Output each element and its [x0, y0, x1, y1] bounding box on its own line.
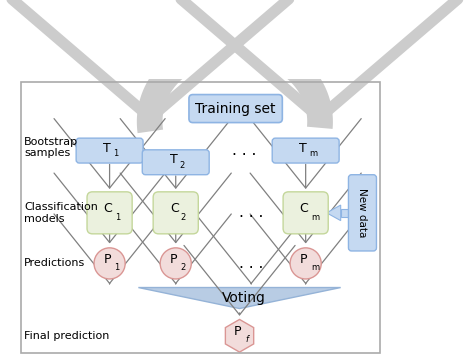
Polygon shape — [138, 288, 340, 309]
Text: C: C — [104, 203, 113, 215]
Bar — [340, 209, 350, 217]
Text: Final prediction: Final prediction — [24, 331, 109, 341]
Polygon shape — [226, 319, 254, 352]
Text: m: m — [310, 149, 318, 158]
Text: 1: 1 — [115, 213, 120, 222]
Polygon shape — [327, 205, 340, 221]
Circle shape — [290, 248, 321, 279]
Text: . . .: . . . — [232, 143, 257, 158]
Text: Predictions: Predictions — [24, 258, 85, 268]
Text: 1: 1 — [114, 263, 119, 272]
Text: P: P — [234, 325, 241, 339]
Text: m: m — [311, 263, 319, 272]
Text: 2: 2 — [180, 263, 185, 272]
Text: C: C — [170, 203, 179, 215]
Text: T: T — [169, 153, 177, 166]
FancyBboxPatch shape — [142, 150, 209, 175]
FancyBboxPatch shape — [272, 138, 339, 163]
FancyBboxPatch shape — [76, 138, 143, 163]
FancyBboxPatch shape — [348, 175, 377, 251]
Text: m: m — [311, 213, 319, 222]
Text: Training set: Training set — [196, 101, 276, 116]
Text: f: f — [245, 335, 248, 344]
FancyBboxPatch shape — [153, 192, 198, 234]
FancyBboxPatch shape — [283, 192, 328, 234]
Text: T: T — [299, 142, 307, 155]
FancyBboxPatch shape — [87, 192, 132, 234]
Text: . . .: . . . — [239, 256, 264, 271]
Text: C: C — [300, 203, 309, 215]
Polygon shape — [259, 41, 333, 129]
Text: . . .: . . . — [239, 205, 264, 220]
Text: P: P — [300, 253, 307, 266]
Polygon shape — [137, 41, 209, 133]
Text: P: P — [170, 253, 177, 266]
Text: Voting: Voting — [221, 292, 265, 305]
Text: Bootstrap
samples: Bootstrap samples — [24, 137, 78, 158]
Text: 2: 2 — [179, 161, 185, 170]
Text: P: P — [104, 253, 111, 266]
Text: New data: New data — [357, 188, 367, 237]
Text: Classification
models: Classification models — [24, 202, 98, 224]
Circle shape — [94, 248, 125, 279]
FancyBboxPatch shape — [189, 95, 282, 122]
Text: 2: 2 — [181, 213, 186, 222]
Circle shape — [160, 248, 191, 279]
Text: T: T — [103, 142, 111, 155]
Text: 1: 1 — [113, 149, 119, 158]
